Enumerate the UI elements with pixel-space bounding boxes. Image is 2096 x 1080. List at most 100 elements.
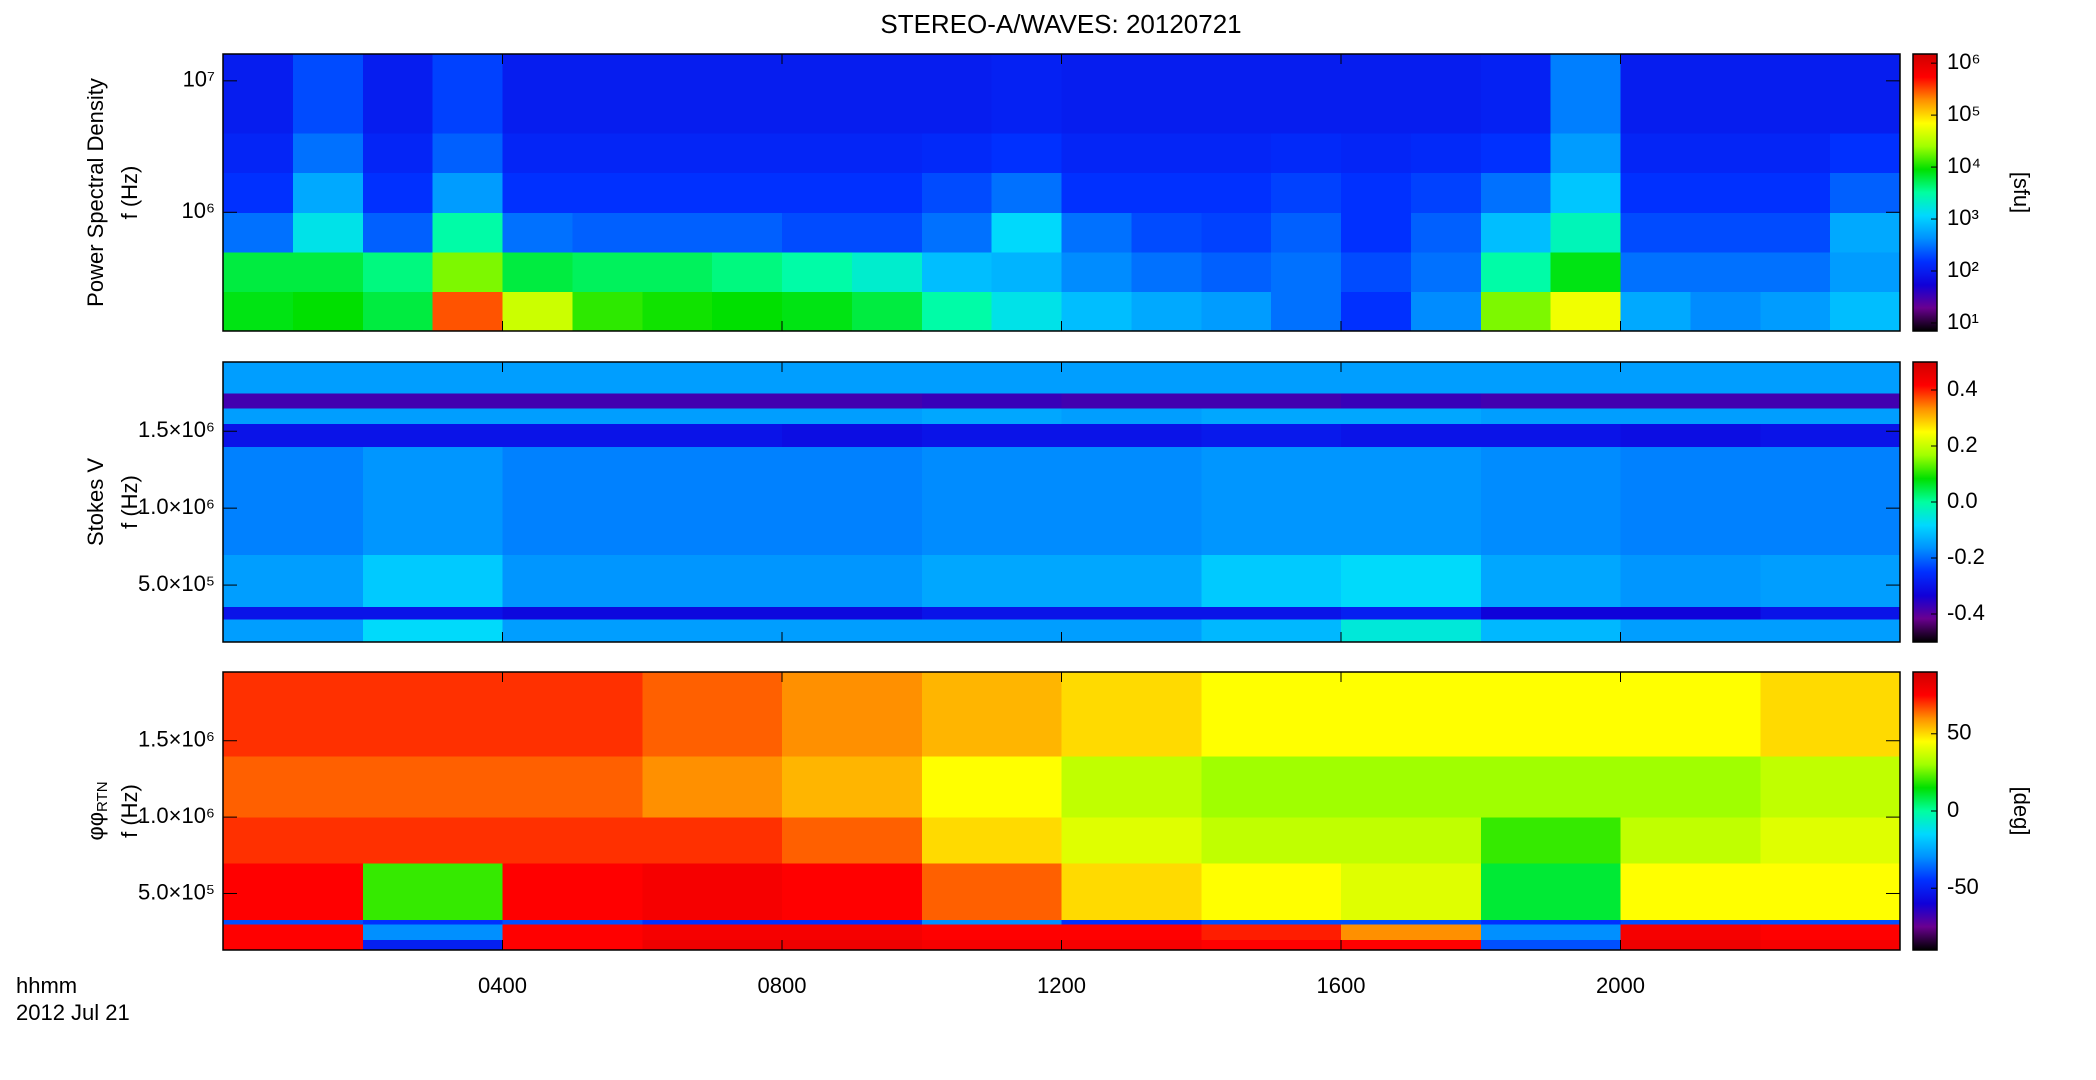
- cell: [642, 172, 713, 213]
- cell: [432, 133, 503, 174]
- cell: [362, 756, 503, 818]
- cell: [223, 423, 364, 448]
- cell: [1760, 924, 1900, 940]
- cell: [1620, 133, 1691, 174]
- cell: [1061, 862, 1202, 920]
- cell: [502, 939, 643, 950]
- cell: [1061, 554, 1202, 608]
- cell: [502, 862, 643, 920]
- quantity-label: Stokes V: [83, 458, 108, 546]
- cell: [991, 212, 1062, 253]
- cell: [362, 423, 503, 448]
- cell: [1061, 362, 1202, 394]
- cell: [362, 939, 503, 950]
- cell: [1131, 172, 1202, 213]
- cell: [642, 291, 713, 331]
- cell: [1410, 133, 1482, 174]
- cell: [1760, 362, 1900, 394]
- cell: [921, 924, 1062, 940]
- y-tick-label: 1.5×10⁶: [138, 727, 215, 752]
- cell: [642, 606, 783, 620]
- cell: [1690, 291, 1761, 331]
- cell: [1061, 212, 1132, 253]
- cell: [1620, 756, 1761, 818]
- cell: [642, 446, 783, 555]
- cell: [502, 554, 643, 608]
- y-tick-label: 10⁷: [183, 67, 215, 92]
- cell: [1061, 446, 1202, 555]
- cell: [1341, 423, 1482, 448]
- cell: [1760, 251, 1831, 292]
- cell: [1271, 54, 1342, 134]
- cell: [1061, 618, 1202, 642]
- cell: [782, 251, 853, 292]
- cell: [991, 291, 1062, 331]
- cell: [642, 618, 783, 642]
- cell: [1480, 919, 1621, 925]
- cell: [502, 606, 643, 620]
- cell: [1341, 554, 1482, 608]
- cell: [1620, 291, 1691, 331]
- cell: [851, 133, 923, 174]
- cell: [1271, 133, 1342, 174]
- y-tick-label: 10⁶: [181, 198, 215, 223]
- cell: [362, 862, 503, 920]
- cell: [991, 133, 1062, 174]
- cell: [223, 133, 294, 174]
- cell: [1480, 212, 1552, 253]
- cell: [1061, 392, 1202, 409]
- cell: [1760, 919, 1900, 925]
- cell: [1201, 817, 1342, 864]
- cell: [1341, 54, 1412, 134]
- cell: [1550, 172, 1621, 213]
- cell: [1620, 446, 1761, 555]
- colorbar-tick-label: -0.2: [1947, 544, 1985, 569]
- colorbar-tick-label: -0.4: [1947, 600, 1985, 625]
- cell: [1201, 133, 1272, 174]
- cell: [1620, 423, 1761, 448]
- cell: [1620, 939, 1761, 950]
- cell: [642, 133, 713, 174]
- cell: [1201, 924, 1342, 940]
- cell: [1061, 606, 1202, 620]
- cell: [1271, 251, 1342, 292]
- cell: [921, 291, 993, 331]
- cell: [1341, 212, 1412, 253]
- cell: [1201, 251, 1272, 292]
- cell: [1620, 672, 1761, 757]
- cell: [1620, 408, 1761, 425]
- cell: [1760, 606, 1900, 620]
- cell: [362, 606, 503, 620]
- cell: [1480, 423, 1621, 448]
- colorbar-label: [sfu]: [2009, 172, 2034, 214]
- cell: [642, 392, 783, 409]
- cell: [782, 212, 853, 253]
- cell: [362, 672, 503, 757]
- date-label: 2012 Jul 21: [16, 1000, 130, 1025]
- cell: [1550, 54, 1621, 134]
- cell: [502, 817, 643, 864]
- cell: [572, 291, 643, 331]
- cell: [1341, 291, 1412, 331]
- cell: [223, 672, 364, 757]
- cell: [921, 817, 1062, 864]
- cell: [362, 408, 503, 425]
- cell: [1480, 133, 1552, 174]
- cell: [1341, 392, 1482, 409]
- cell: [921, 172, 993, 213]
- cell: [502, 618, 643, 642]
- quantity-label: φφRTN: [83, 781, 111, 840]
- cell: [921, 618, 1062, 642]
- cell: [502, 408, 643, 425]
- cell: [782, 172, 853, 213]
- colorbar-tick-label: 0.2: [1947, 432, 1978, 457]
- cell: [1620, 554, 1761, 608]
- colorbar-tick-label: 10⁵: [1947, 101, 1981, 126]
- colorbar-tick-label: 10⁴: [1947, 153, 1981, 178]
- colorbar-tick-label: 10²: [1947, 257, 1979, 282]
- cell: [782, 133, 853, 174]
- cell: [1201, 672, 1342, 757]
- cell: [1480, 172, 1552, 213]
- cell: [782, 291, 853, 331]
